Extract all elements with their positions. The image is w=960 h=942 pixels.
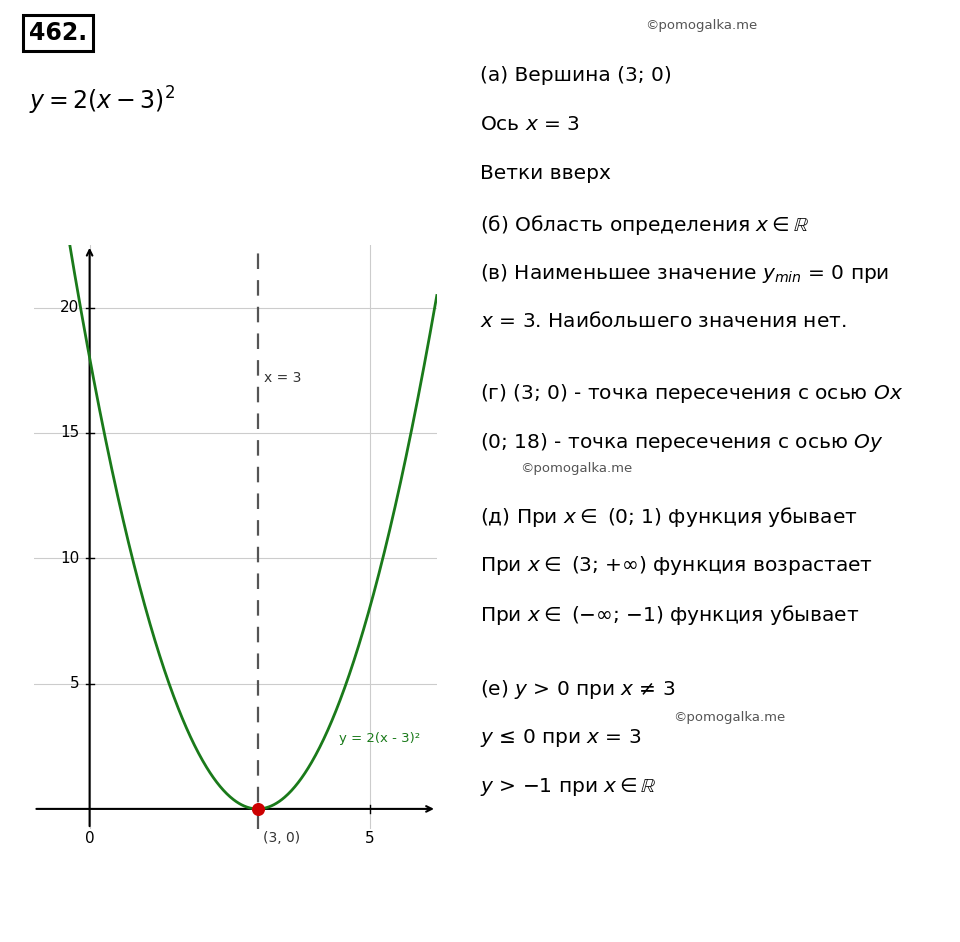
Text: 0: 0 bbox=[84, 832, 94, 847]
Text: 20: 20 bbox=[60, 300, 80, 315]
Text: Ветки вверх: Ветки вверх bbox=[480, 164, 611, 183]
Text: ©pomogalka.me: ©pomogalka.me bbox=[645, 19, 756, 32]
Text: (е) $y$ > 0 при $x$ ≠ 3: (е) $y$ > 0 при $x$ ≠ 3 bbox=[480, 678, 676, 701]
Text: 5: 5 bbox=[365, 832, 374, 847]
Text: При $x \in$ (−∞; −1) функция убывает: При $x \in$ (−∞; −1) функция убывает bbox=[480, 603, 859, 626]
Text: ©pomogalka.me: ©pomogalka.me bbox=[674, 711, 785, 724]
Text: (а) Вершина (3; 0): (а) Вершина (3; 0) bbox=[480, 66, 672, 85]
Text: (г) (3; 0) - точка пересечения с осью $Ox$: (г) (3; 0) - точка пересечения с осью $O… bbox=[480, 382, 903, 405]
Text: $y = 2(x - 3)^2$: $y = 2(x - 3)^2$ bbox=[29, 85, 175, 117]
Text: Ось $x$ = 3: Ось $x$ = 3 bbox=[480, 115, 580, 134]
Text: (3, 0): (3, 0) bbox=[263, 832, 300, 846]
Text: 15: 15 bbox=[60, 426, 80, 441]
Text: $x$ = 3. Наибольшего значения нет.: $x$ = 3. Наибольшего значения нет. bbox=[480, 311, 847, 331]
Text: y = 2(x - 3)²: y = 2(x - 3)² bbox=[339, 732, 420, 745]
Text: ©pomogalka.me: ©pomogalka.me bbox=[520, 462, 632, 475]
Text: 5: 5 bbox=[70, 676, 80, 691]
Text: (0; 18) - точка пересечения с осью $Oy$: (0; 18) - точка пересечения с осью $Oy$ bbox=[480, 431, 883, 454]
Text: (в) Наименьшее значение $y_{min}$ = 0 при: (в) Наименьшее значение $y_{min}$ = 0 пр… bbox=[480, 262, 889, 284]
Point bbox=[250, 802, 265, 817]
Text: (б) Область определения $x \in \mathbb{R}$: (б) Область определения $x \in \mathbb{R… bbox=[480, 213, 809, 236]
Text: $y$ ≤ 0 при $x$ = 3: $y$ ≤ 0 при $x$ = 3 bbox=[480, 727, 641, 749]
Text: $y$ > −1 при $x \in \mathbb{R}$: $y$ > −1 при $x \in \mathbb{R}$ bbox=[480, 776, 657, 798]
Text: При $x \in$ (3; +∞) функция возрастает: При $x \in$ (3; +∞) функция возрастает bbox=[480, 554, 873, 577]
Text: (д) При $x \in$ (0; 1) функция убывает: (д) При $x \in$ (0; 1) функция убывает bbox=[480, 505, 857, 528]
Text: 10: 10 bbox=[60, 551, 80, 566]
Text: x = 3: x = 3 bbox=[264, 371, 301, 384]
Text: 462.: 462. bbox=[29, 21, 87, 44]
